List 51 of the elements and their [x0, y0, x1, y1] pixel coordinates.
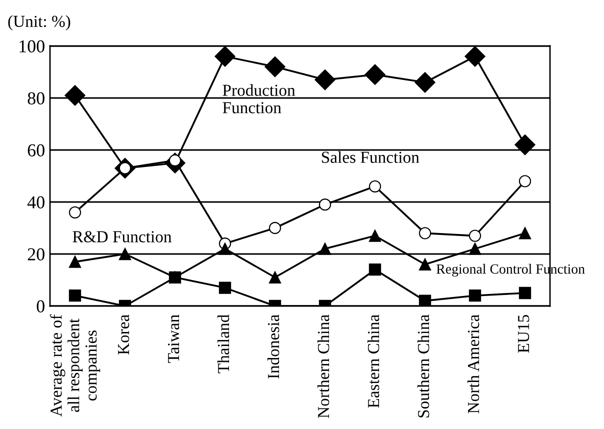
- point: [464, 46, 486, 67]
- point: [468, 230, 482, 242]
- point: [368, 230, 382, 242]
- point: [368, 180, 382, 192]
- point: [68, 206, 82, 218]
- x-tick-label: North America: [467, 314, 480, 414]
- x-tick-label: Taiwan: [168, 314, 180, 363]
- point: [468, 290, 482, 302]
- point: [264, 56, 286, 78]
- point: [168, 271, 182, 284]
- point: [218, 282, 232, 294]
- point: [414, 72, 436, 93]
- y-tick-label: 100: [20, 40, 44, 52]
- point: [118, 248, 132, 260]
- point: [518, 175, 532, 188]
- x-tick-label: Thailand: [217, 314, 230, 374]
- y-tick-label: 20: [28, 248, 44, 260]
- point: [418, 227, 432, 240]
- point: [518, 286, 532, 300]
- point: [268, 271, 282, 284]
- point: [64, 85, 86, 106]
- point: [318, 242, 332, 255]
- point: [418, 294, 432, 306]
- point: [314, 69, 336, 90]
- point: [268, 222, 282, 234]
- series-label: Production Function: [222, 84, 296, 114]
- x-tick-label: Southern China: [417, 314, 430, 418]
- x-tick-label: Korea: [118, 314, 130, 355]
- y-tick-label: 80: [28, 92, 44, 104]
- point: [364, 64, 386, 85]
- series-label: R&D Function: [72, 231, 172, 242]
- x-tick-label: Indonesia: [267, 314, 280, 379]
- y-tick-label: 60: [28, 144, 44, 156]
- point: [368, 264, 382, 276]
- point: [468, 242, 482, 255]
- point: [518, 227, 532, 240]
- point: [214, 46, 236, 67]
- series-label: Sales Function: [322, 151, 420, 163]
- point: [68, 256, 82, 268]
- point: [514, 134, 536, 156]
- point: [318, 198, 332, 211]
- y-axis-title: (Unit: %): [8, 15, 70, 30]
- point: [68, 290, 82, 302]
- point: [418, 258, 432, 270]
- y-tick-label: 40: [27, 196, 44, 208]
- x-tick-label: Average rate of all respondent companies: [50, 314, 100, 417]
- x-tick-label: Northern China: [317, 314, 330, 418]
- x-tick-label: Eastern China: [367, 314, 380, 408]
- y-tick-label: 0: [36, 300, 44, 312]
- x-tick-label: EU15: [518, 314, 530, 353]
- point: [218, 242, 232, 255]
